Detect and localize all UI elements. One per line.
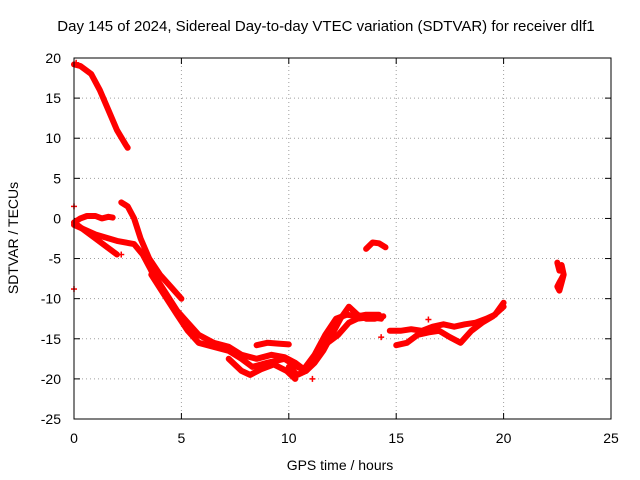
y-tick-label: 10	[45, 130, 61, 146]
x-tick-label: 15	[388, 430, 404, 446]
data-series-arc-9	[253, 339, 292, 349]
data-series-arc-10	[285, 303, 387, 378]
data-series-arc-1	[71, 61, 131, 151]
data-points	[71, 59, 432, 382]
y-tick-label: 15	[45, 90, 61, 106]
data-point	[118, 251, 125, 258]
y-tick-label: 5	[53, 170, 61, 186]
data-series-arc-5	[118, 199, 185, 302]
x-tick-label: 0	[70, 430, 78, 446]
data-series-arc-7	[148, 267, 382, 373]
data-series-arc-14	[554, 259, 567, 294]
axis-ticks	[73, 57, 612, 420]
y-axis-label: SDTVAR / TECUs	[5, 182, 21, 294]
y-tick-label: 20	[45, 50, 61, 66]
data-series-arc-2	[71, 213, 116, 226]
y-tick-label: -10	[41, 291, 61, 307]
data-series	[71, 61, 567, 382]
data-series-arc-11	[363, 239, 389, 252]
tick-labels: 0 5 10 15 20 25 -25 -20 -15 -10 -5 0 5 10 15 20	[41, 50, 619, 446]
data-point	[378, 334, 385, 341]
x-tick-label: 5	[178, 430, 186, 446]
y-tick-label: -5	[49, 251, 62, 267]
grid-lines	[74, 58, 611, 419]
y-tick-label: -25	[41, 411, 61, 427]
plot-frame	[73, 57, 612, 420]
data-point	[309, 375, 316, 382]
x-tick-label: 20	[496, 430, 512, 446]
y-tick-label: 0	[53, 210, 61, 226]
data-series-arc-8	[225, 355, 299, 382]
data-point	[425, 316, 432, 323]
data-series-arc-13	[393, 303, 507, 349]
y-tick-label: -15	[41, 331, 61, 347]
chart-title: Day 145 of 2024, Sidereal Day-to-day VTE…	[57, 18, 594, 35]
x-axis-label: GPS time / hours	[287, 457, 394, 473]
data-series-arc-6	[148, 271, 385, 374]
y-tick-label: -20	[41, 371, 61, 387]
x-tick-label: 25	[603, 430, 619, 446]
x-tick-label: 10	[281, 430, 297, 446]
